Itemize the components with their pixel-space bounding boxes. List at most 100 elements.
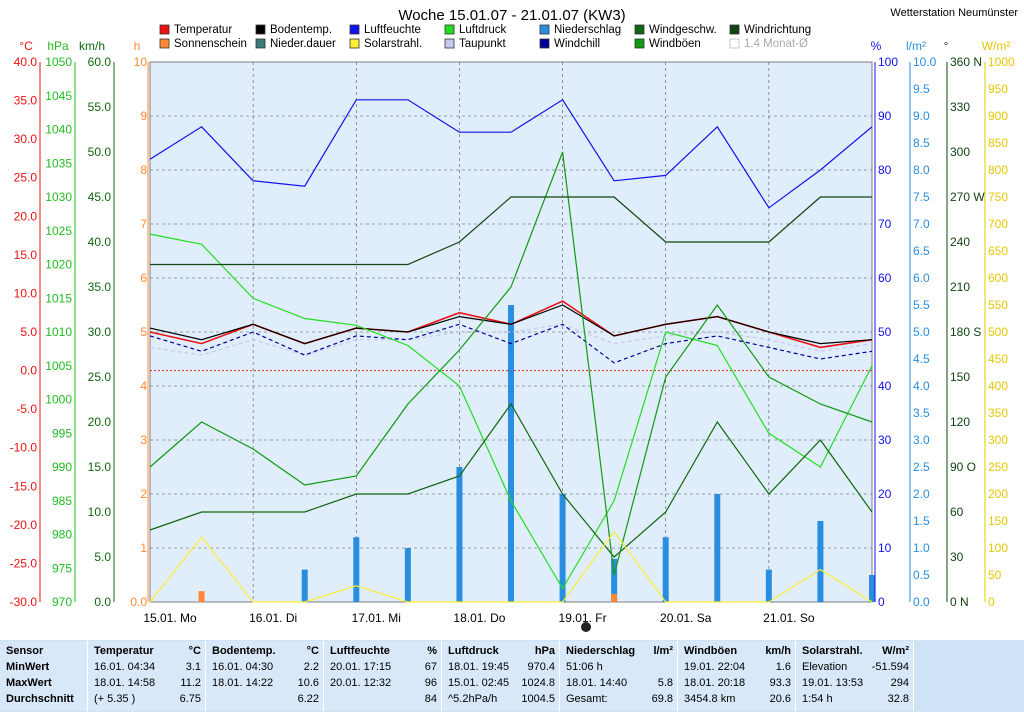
stats-label: (+ 5.35 ) [94, 693, 136, 705]
series-line-4 [149, 98, 873, 209]
stats-value: l/m² [653, 645, 673, 657]
axis-tick-rain: 9.0 [913, 109, 930, 123]
stats-label: Temperatur [94, 645, 154, 657]
axis-tick-dir: 90 O [950, 460, 976, 474]
stats-value: 6.22 [297, 693, 319, 705]
stats-box: Temperatur °C 16.01. 04:34 3.1 18.01. 14:58 1… [88, 641, 206, 711]
axes: 40.035.030.025.020.015.010.05.00.0-5.0-1… [10, 55, 1015, 625]
legend-label: Bodentemp. [270, 24, 332, 36]
x-tick-label: 21.01. So [763, 611, 815, 625]
axis-tick-temp: -20.0 [10, 518, 38, 532]
axis-tick-solar: 400 [988, 379, 1008, 393]
stats-box: Sensor MinWert MaxWert Durchschnitt [0, 641, 88, 711]
axis-tick-sun: 5 [140, 325, 147, 339]
axis-tick-temp: -5.0 [16, 402, 37, 416]
axis-tick-solar: 1000 [988, 55, 1015, 69]
axis-tick-temp: -15.0 [10, 479, 38, 493]
axis-tick-rain: 10.0 [913, 55, 937, 69]
axis-tick-sun: 0.0 [130, 595, 147, 609]
axis-tick-solar: 450 [988, 352, 1008, 366]
axis-tick-hum: 30 [878, 433, 892, 447]
axis-tick-rain: 6.5 [913, 244, 930, 258]
stats-value: 1004.5 [521, 693, 555, 705]
axis-tick-solar: 700 [988, 217, 1008, 231]
axis-tick-wind: 55.0 [88, 100, 112, 114]
axis-tick-wind: 35.0 [88, 280, 112, 294]
axis-tick-rain: 1.5 [913, 514, 930, 528]
unit-dir: ° [944, 39, 949, 53]
stats-value: 1.6 [775, 661, 791, 673]
legend-label: Windchill [554, 38, 600, 50]
legend-label: Temperatur [174, 24, 232, 36]
axis-tick-press: 1005 [45, 359, 72, 373]
axis-tick-solar: 350 [988, 406, 1008, 420]
axis-tick-rain: 7.5 [913, 190, 930, 204]
axis-tick-solar: 250 [988, 460, 1008, 474]
x-tick-label: 19.01. Fr [559, 611, 607, 625]
legend-label: Luftdruck [459, 24, 507, 36]
axis-tick-temp: 5.0 [20, 325, 37, 339]
stats-label: MaxWert [6, 677, 52, 689]
stats-label: 16.01. 04:30 [212, 661, 274, 673]
stats-label: 16.01. 04:34 [94, 661, 156, 673]
weather-chart: 40.035.030.025.020.015.010.05.00.0-5.0-1… [9, 7, 1019, 632]
axis-tick-press: 970 [52, 595, 72, 609]
stats-label: 18.01. 14:22 [212, 677, 274, 689]
stats-value: 93.3 [769, 677, 791, 689]
axis-tick-rain: 7.0 [913, 217, 930, 231]
legend-label: Windgeschw. [649, 24, 717, 36]
axis-tick-temp: 35.0 [14, 94, 38, 108]
axis-tick-solar: 550 [988, 298, 1008, 312]
stats-label: 18.01. 14:58 [94, 677, 156, 689]
series-line-6 [149, 402, 873, 558]
axis-tick-wind: 15.0 [88, 460, 112, 474]
stats-label: 51:06 h [566, 661, 603, 673]
series-line-1 [149, 304, 873, 345]
axis-tick-sun: 3 [140, 433, 147, 447]
axis-tick-wind: 30.0 [88, 325, 112, 339]
axis-tick-sun: 4 [140, 379, 147, 393]
axis-tick-press: 1050 [45, 55, 72, 69]
axis-tick-dir: 210 [950, 280, 970, 294]
axis-tick-dir: 120 [950, 415, 970, 429]
axis-tick-rain: 5.5 [913, 298, 930, 312]
today-marker-icon [581, 622, 591, 632]
unit-sun: h [134, 39, 141, 53]
axis-tick-hum: 20 [878, 487, 892, 501]
axis-tick-wind: 60.0 [88, 55, 112, 69]
bar-niederschlag [456, 467, 463, 602]
axis-tick-hum: 100 [878, 55, 898, 69]
axis-tick-press: 1040 [45, 123, 72, 137]
axis-tick-hum: 50 [878, 325, 892, 339]
stats-label: ^5.2hPa/h [448, 693, 498, 705]
stats-box: Solarstrahl. W/m² Elevation -51.594 19.01. 1… [796, 641, 914, 711]
axis-tick-dir: 240 [950, 235, 970, 249]
stats-label: 1:54 h [802, 693, 833, 705]
stats-label: 18.01. 14:40 [566, 677, 628, 689]
unit-hum: % [871, 39, 882, 53]
axis-tick-temp: 40.0 [14, 55, 38, 69]
stats-value: 1024.8 [521, 677, 555, 689]
stats-box: Luftdruck hPa 18.01. 19:45 970.4 15.01. 02:4… [442, 641, 560, 711]
stats-label: 18.01. 19:45 [448, 661, 510, 673]
stats-label: Durchschnitt [6, 693, 74, 705]
axis-tick-temp: -25.0 [10, 556, 38, 570]
axis-tick-rain: 2.0 [913, 487, 930, 501]
axis-tick-press: 1015 [45, 291, 72, 305]
stats-label: 19.01. 22:04 [684, 661, 746, 673]
axis-tick-solar: 50 [988, 568, 1002, 582]
series-line-10 [149, 530, 873, 603]
axis-tick-dir: 0 N [950, 595, 969, 609]
series-line-7 [149, 151, 873, 576]
x-tick-label: 15.01. Mo [143, 611, 197, 625]
axis-tick-sun: 9 [140, 109, 147, 123]
stats-value: 5.8 [657, 677, 673, 689]
axis-tick-press: 1020 [45, 258, 72, 272]
series-line-5 [149, 233, 873, 590]
unit-press: hPa [47, 39, 69, 53]
axis-tick-solar: 500 [988, 325, 1008, 339]
axis-tick-hum: 10 [878, 541, 892, 555]
x-tick-label: 17.01. Mi [352, 611, 401, 625]
stats-box: Niederschlag l/m² 51:06 h 18.01. 14:40 5.8 Ge… [560, 641, 678, 711]
stats-value: 970.4 [527, 661, 555, 673]
